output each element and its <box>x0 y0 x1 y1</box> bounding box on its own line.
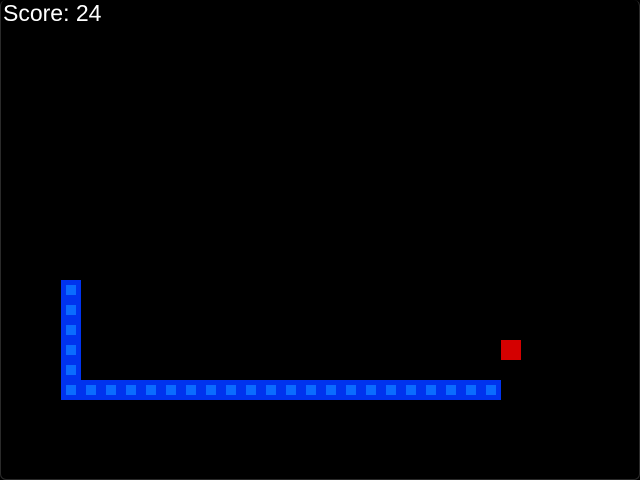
snake-segment <box>381 380 401 400</box>
snake-segment <box>201 380 221 400</box>
snake-segment <box>61 360 81 380</box>
snake-segment <box>121 380 141 400</box>
snake-segment <box>461 380 481 400</box>
snake-segment <box>341 380 361 400</box>
snake-segment <box>181 380 201 400</box>
snake-segment <box>221 380 241 400</box>
snake-segment <box>61 340 81 360</box>
snake-segment <box>81 380 101 400</box>
snake-segment <box>61 300 81 320</box>
snake-segment <box>61 380 81 400</box>
snake-segment <box>241 380 261 400</box>
snake-segment <box>141 380 161 400</box>
snake-segment <box>61 280 81 300</box>
snake-segment <box>61 320 81 340</box>
snake-segment <box>401 380 421 400</box>
snake-segment <box>101 380 121 400</box>
snake-segment <box>261 380 281 400</box>
snake-segment <box>361 380 381 400</box>
score-label: Score: 24 <box>3 0 102 26</box>
snake-segment <box>161 380 181 400</box>
snake-segment <box>321 380 341 400</box>
food-pellet <box>501 340 521 360</box>
snake-segment <box>441 380 461 400</box>
snake-segment <box>301 380 321 400</box>
snake-head <box>481 380 501 400</box>
snake-segment <box>421 380 441 400</box>
snake-segment <box>281 380 301 400</box>
